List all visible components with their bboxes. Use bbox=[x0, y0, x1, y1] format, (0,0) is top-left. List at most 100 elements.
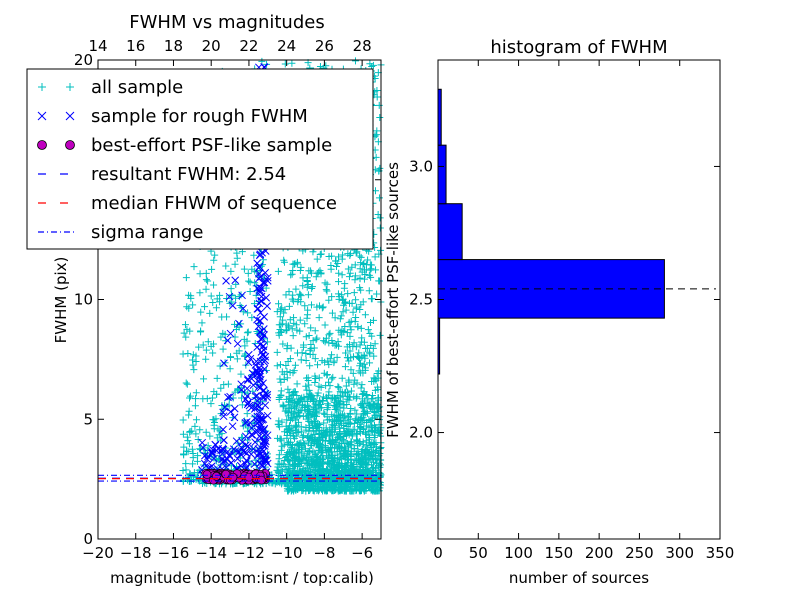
scatter-point bbox=[189, 301, 197, 309]
scatter-point bbox=[331, 425, 339, 433]
scatter-point bbox=[251, 279, 259, 287]
scatter-point bbox=[246, 287, 254, 295]
scatter-point bbox=[297, 292, 305, 300]
left-y-axis-label: FWHM (pix) bbox=[52, 257, 70, 344]
scatter-point bbox=[239, 304, 247, 313]
scatter-point bbox=[347, 317, 355, 325]
scatter-point bbox=[284, 404, 292, 412]
scatter-point bbox=[328, 457, 336, 465]
top-x-tick-label: 28 bbox=[353, 37, 372, 55]
scatter-point bbox=[247, 424, 256, 432]
scatter-point bbox=[179, 416, 187, 424]
scatter-point bbox=[231, 276, 240, 285]
scatter-point bbox=[203, 455, 212, 464]
scatter-point bbox=[227, 285, 235, 293]
scatter-point bbox=[337, 450, 345, 458]
scatter-point bbox=[219, 436, 228, 445]
scatter-point bbox=[356, 284, 364, 292]
scatter-point bbox=[223, 336, 232, 345]
scatter-point bbox=[296, 267, 304, 275]
scatter-point bbox=[354, 323, 362, 331]
scatter-point bbox=[239, 447, 248, 456]
scatter-point bbox=[334, 480, 342, 488]
scatter-point bbox=[335, 293, 343, 301]
scatter-point bbox=[352, 296, 360, 304]
scatter-point bbox=[320, 369, 328, 377]
scatter-point bbox=[254, 368, 263, 377]
scatter-point bbox=[232, 280, 240, 288]
scatter-point bbox=[299, 412, 307, 420]
scatter-point bbox=[334, 411, 342, 419]
scatter-point bbox=[229, 445, 238, 453]
scatter-point bbox=[243, 384, 251, 393]
scatter-point bbox=[311, 372, 319, 380]
scatter-point bbox=[355, 367, 363, 375]
scatter-point bbox=[316, 404, 324, 412]
scatter-point bbox=[185, 304, 193, 312]
scatter-point bbox=[368, 461, 375, 469]
scatter-point bbox=[322, 393, 330, 401]
scatter-point bbox=[185, 394, 193, 402]
scatter-point bbox=[359, 362, 367, 370]
scatter-point bbox=[340, 412, 348, 420]
scatter-point bbox=[206, 432, 214, 440]
scatter-point bbox=[369, 395, 377, 403]
scatter-point bbox=[208, 449, 217, 457]
scatter-point bbox=[287, 447, 295, 455]
scatter-point bbox=[203, 395, 211, 403]
scatter-point bbox=[310, 344, 318, 352]
scatter-point bbox=[222, 277, 230, 285]
scatter-point bbox=[293, 380, 301, 388]
scatter-point bbox=[373, 93, 381, 101]
scatter-point bbox=[301, 320, 309, 328]
scatter-point bbox=[183, 325, 191, 333]
scatter-point bbox=[319, 303, 327, 311]
scatter-point bbox=[198, 319, 206, 327]
left-x-axis-label: magnitude (bottom:isnt / top:calib) bbox=[110, 569, 374, 587]
scatter-point bbox=[337, 444, 345, 452]
scatter-point bbox=[311, 449, 319, 457]
scatter-point bbox=[250, 460, 259, 468]
scatter-point bbox=[276, 361, 284, 369]
left-chart-title: FWHM vs magnitudes bbox=[129, 12, 324, 33]
scatter-point bbox=[221, 403, 229, 412]
scatter-point bbox=[336, 428, 344, 436]
scatter-point bbox=[283, 374, 291, 382]
right-plot-frame bbox=[437, 59, 721, 540]
scatter-point bbox=[200, 459, 209, 468]
scatter-point bbox=[348, 487, 356, 495]
scatter-point bbox=[284, 455, 292, 463]
scatter-point bbox=[280, 457, 288, 465]
scatter-point bbox=[182, 379, 190, 387]
scatter-point bbox=[301, 397, 309, 405]
scatter-point bbox=[343, 329, 351, 337]
x-tick-label: 350 bbox=[706, 544, 735, 562]
scatter-point bbox=[303, 274, 311, 282]
scatter-point bbox=[286, 465, 294, 473]
scatter-point bbox=[325, 388, 333, 396]
scatter-point bbox=[322, 424, 330, 432]
scatter-point bbox=[349, 369, 357, 377]
scatter-point bbox=[209, 349, 217, 357]
scatter-point bbox=[326, 448, 334, 456]
scatter-point bbox=[191, 402, 199, 410]
scatter-point bbox=[328, 252, 336, 260]
scatter-point bbox=[357, 301, 365, 309]
scatter-point bbox=[339, 295, 347, 303]
scatter-point bbox=[370, 433, 378, 441]
scatter-point bbox=[202, 428, 210, 436]
scatter-point bbox=[371, 386, 379, 394]
scatter-point bbox=[298, 402, 306, 410]
scatter-point bbox=[238, 433, 246, 441]
scatter-point bbox=[233, 254, 241, 262]
scatter-point bbox=[281, 60, 289, 68]
scatter-point bbox=[343, 478, 351, 486]
scatter-point bbox=[258, 351, 267, 360]
scatter-point bbox=[358, 417, 366, 425]
scatter-point bbox=[282, 291, 290, 299]
scatter-point bbox=[340, 327, 348, 335]
scatter-point bbox=[288, 295, 296, 303]
scatter-point bbox=[359, 400, 367, 408]
scatter-point bbox=[294, 440, 302, 448]
